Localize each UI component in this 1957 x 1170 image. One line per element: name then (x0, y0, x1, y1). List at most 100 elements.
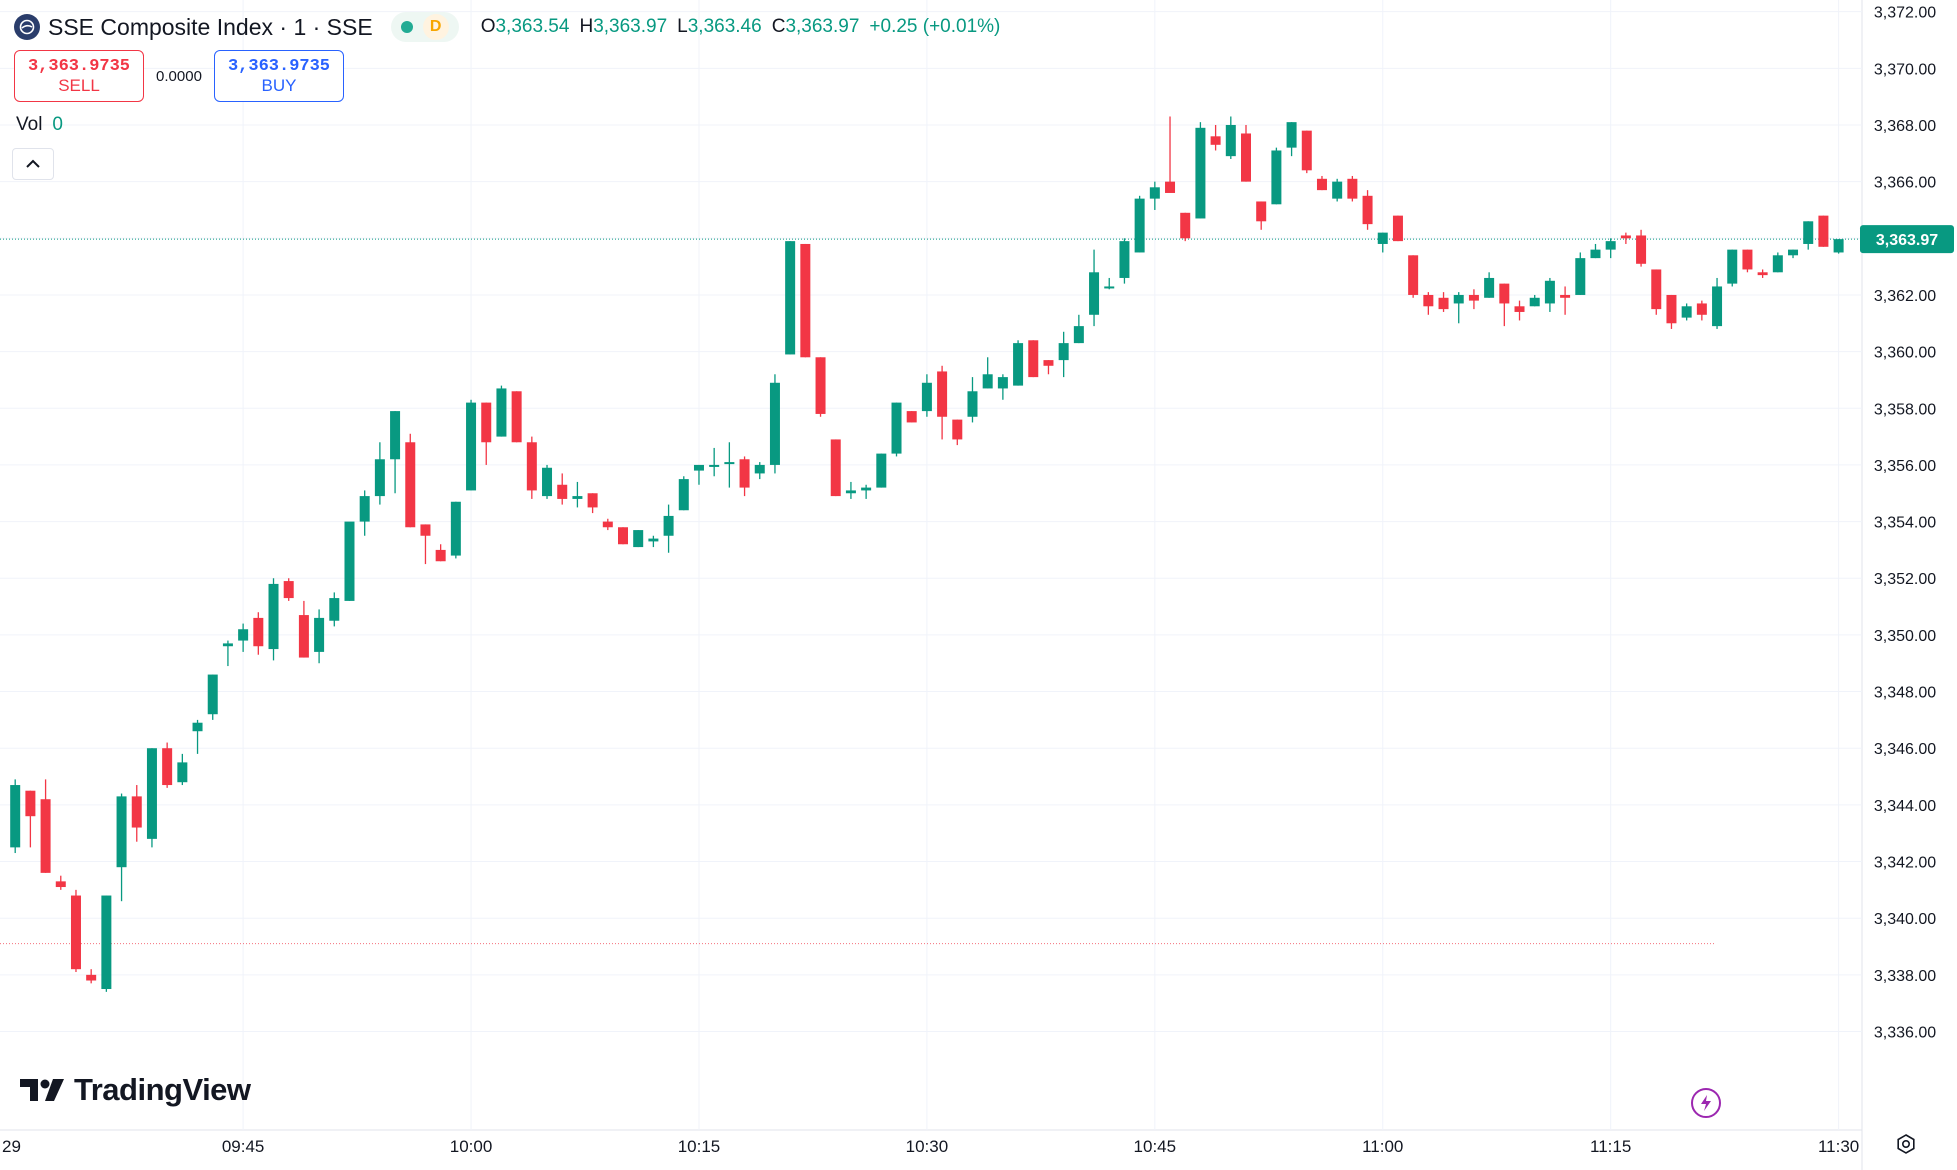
candle-body (542, 467, 553, 497)
candle-body (496, 388, 507, 437)
price-tick-label: 3,346.00 (1874, 741, 1936, 758)
price-tick-label: 3,356.00 (1874, 458, 1936, 475)
tradingview-wordmark: TradingView (74, 1072, 251, 1107)
candle-body (967, 391, 978, 417)
candle (1347, 175, 1358, 202)
candle (1514, 300, 1525, 321)
candle-body (1089, 272, 1100, 315)
candle (678, 476, 689, 511)
time-axis[interactable]: 29 09:45 10:00 10:15 10:30 10:45 11:00 11:15 11:… (2, 1137, 1859, 1156)
candle-body (146, 748, 157, 839)
candle (1362, 190, 1373, 230)
candle (800, 243, 811, 358)
candle-body (724, 462, 735, 465)
open-value: 3,363.54 (495, 16, 570, 37)
candle (648, 535, 659, 548)
candle (1316, 175, 1327, 191)
candle (1529, 294, 1540, 307)
candle-body (1468, 294, 1479, 301)
candle-body (1438, 297, 1449, 310)
candle-body (283, 581, 294, 599)
candle-body (207, 674, 218, 715)
candle-body (268, 583, 279, 650)
candle (724, 442, 735, 488)
price-tick-label: 3,370.00 (1874, 61, 1936, 78)
candle-body (1590, 249, 1601, 259)
candle (754, 462, 765, 480)
candle-body (861, 487, 872, 491)
grid (0, 0, 1863, 1170)
tradingview-mark-icon (20, 1079, 64, 1101)
lightning-icon (1701, 1095, 1711, 1111)
candle (390, 411, 401, 494)
volume-legend[interactable]: Vol 0 (16, 114, 63, 136)
candle-body (1453, 294, 1464, 304)
candle-body (526, 442, 537, 491)
candle (663, 504, 674, 553)
collapse-legend-button[interactable] (12, 148, 54, 180)
candle-body (1271, 150, 1282, 205)
candle (815, 357, 826, 417)
candle-body (952, 419, 963, 440)
market-status-pill[interactable]: D (390, 12, 459, 42)
candle (997, 374, 1008, 400)
candle (876, 453, 887, 488)
candle-body (1727, 249, 1738, 284)
tradingview-logo[interactable]: TradingView (20, 1072, 251, 1108)
price-axis[interactable]: 3,336.00 3,338.00 3,340.00 3,342.00 3,344.00… (1874, 5, 1936, 1042)
candle-body (40, 799, 51, 873)
candle (906, 411, 917, 423)
high-label: H (579, 16, 594, 37)
candle-body (557, 484, 568, 499)
candle (1408, 255, 1419, 298)
candle (314, 609, 325, 664)
candle (618, 527, 628, 545)
reference-lines (0, 238, 1862, 945)
candle-body (1636, 235, 1647, 264)
candle-body (982, 374, 993, 389)
candle-body (1681, 306, 1692, 318)
candle (1134, 195, 1145, 253)
candle-body (390, 411, 401, 460)
candle (1468, 289, 1479, 310)
candle-body (116, 796, 127, 868)
price-tick-label: 3,354.00 (1874, 515, 1936, 532)
candle (1575, 252, 1586, 295)
candle (633, 530, 644, 548)
candle (845, 481, 856, 499)
candle (526, 436, 537, 499)
candle (769, 374, 780, 474)
candle (1484, 272, 1495, 298)
candle (238, 623, 249, 652)
candle-body (633, 530, 644, 548)
candle (557, 473, 568, 505)
candle (1453, 292, 1464, 324)
candle-body (1241, 133, 1251, 182)
buy-price: 3,363.9735 (227, 57, 331, 76)
lightning-button[interactable] (1691, 1088, 1721, 1118)
candle (25, 790, 36, 848)
ohlc-readout: O3,363.54 H3,363.97 L3,363.46 C3,363.97 … (481, 16, 1001, 38)
chevron-up-icon (26, 159, 40, 168)
candle (344, 521, 355, 601)
symbol-title[interactable]: SSE Composite Index · 1 · SSE (48, 13, 373, 40)
candle-body (1013, 343, 1024, 386)
close-label: C (771, 16, 786, 37)
candle (1727, 249, 1738, 287)
candle (1058, 331, 1069, 378)
price-tick-label: 3,358.00 (1874, 401, 1936, 418)
data-status-badge: D (422, 14, 449, 40)
sell-button[interactable]: 3,363.9735 SELL (14, 50, 144, 102)
candle-body (1833, 239, 1844, 253)
candle-body (70, 895, 81, 970)
candle (982, 357, 993, 389)
candle (86, 969, 97, 984)
last-price-tag-label: 3,363.97 (1876, 232, 1938, 249)
buy-button[interactable]: 3,363.9735 BUY (214, 50, 344, 102)
chart-settings-button[interactable] (1895, 1133, 1917, 1160)
candle-body (1408, 255, 1419, 295)
candle (1119, 238, 1130, 284)
price-tick-label: 3,352.00 (1874, 571, 1936, 588)
candle (1104, 277, 1115, 290)
